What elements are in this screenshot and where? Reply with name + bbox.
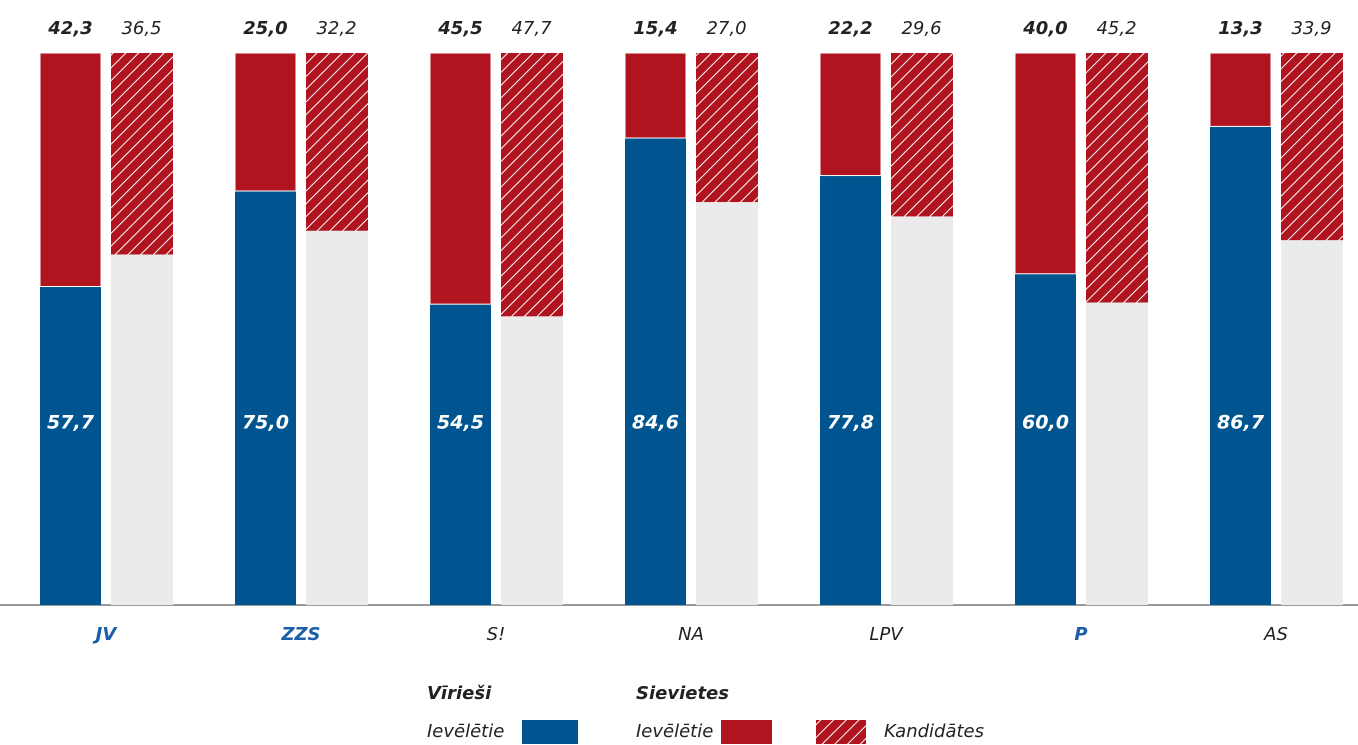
female-candidate-bar xyxy=(111,53,173,255)
x-tick-label: LPV xyxy=(869,624,904,645)
female-elected-bar xyxy=(39,52,102,287)
male-elected-label: 57,7 xyxy=(47,412,95,434)
male-elected-bar xyxy=(235,191,296,605)
legend-label: Ievēlētie xyxy=(427,721,504,742)
male-elected-label: 77,8 xyxy=(827,412,874,434)
female-candidate-label: 33,9 xyxy=(1291,18,1331,39)
male-elected-bar xyxy=(1015,273,1076,605)
legend-group: Vīrieši xyxy=(427,683,492,704)
male-elected-bar xyxy=(430,304,491,605)
x-tick-label: JV xyxy=(93,624,119,645)
female-elected-bar xyxy=(819,52,882,177)
legend-group: Sievietes xyxy=(636,683,729,704)
female-elected-label: 22,2 xyxy=(828,18,872,39)
male-elected-label: 54,5 xyxy=(437,412,484,434)
male-elected-bar xyxy=(820,175,881,605)
female-elected-label: 13,3 xyxy=(1218,18,1262,39)
male-elected-label: 84,6 xyxy=(632,412,679,434)
legend-swatch xyxy=(522,720,578,744)
female-elected-label: 45,5 xyxy=(437,18,482,39)
female-candidate-bar xyxy=(501,53,563,317)
female-elected-label: 42,3 xyxy=(47,18,92,39)
female-candidate-bar xyxy=(1086,53,1148,303)
x-tick-label: AS xyxy=(1263,624,1288,645)
female-candidate-label: 27,0 xyxy=(706,18,746,39)
male-elected-label: 60,0 xyxy=(1022,412,1069,434)
female-candidate-label: 47,7 xyxy=(511,18,552,39)
x-tick-label: ZZS xyxy=(280,624,320,645)
female-candidate-label: 45,2 xyxy=(1096,18,1136,39)
female-elected-label: 40,0 xyxy=(1022,18,1067,39)
male-elected-bar xyxy=(40,286,101,605)
male-elected-bar xyxy=(625,138,686,605)
female-candidate-label: 36,5 xyxy=(121,18,161,39)
male-elected-label: 75,0 xyxy=(242,412,289,434)
female-candidate-bar xyxy=(306,53,368,231)
legend-swatch xyxy=(816,720,866,744)
female-candidate-bar xyxy=(696,53,758,203)
x-tick-label: NA xyxy=(678,624,704,645)
legend-label: Kandidātes xyxy=(884,721,984,742)
female-candidate-label: 29,6 xyxy=(901,18,941,39)
x-tick-label: S! xyxy=(487,624,506,645)
female-candidate-label: 32,2 xyxy=(316,18,356,39)
male-elected-bar xyxy=(1210,126,1271,605)
female-candidate-bar xyxy=(891,53,953,217)
legend-swatch xyxy=(721,720,772,744)
legend-label: Ievēlētie xyxy=(636,721,713,742)
female-elected-bar xyxy=(624,52,687,139)
female-elected-label: 25,0 xyxy=(243,18,287,39)
female-candidate-bar xyxy=(1281,53,1343,241)
female-elected-bar xyxy=(1209,52,1272,127)
female-elected-bar xyxy=(234,52,297,192)
female-elected-bar xyxy=(1014,52,1077,275)
female-elected-label: 15,4 xyxy=(633,18,677,39)
x-tick-label: P xyxy=(1074,624,1087,645)
male-elected-label: 86,7 xyxy=(1217,412,1265,434)
female-elected-bar xyxy=(429,52,492,305)
